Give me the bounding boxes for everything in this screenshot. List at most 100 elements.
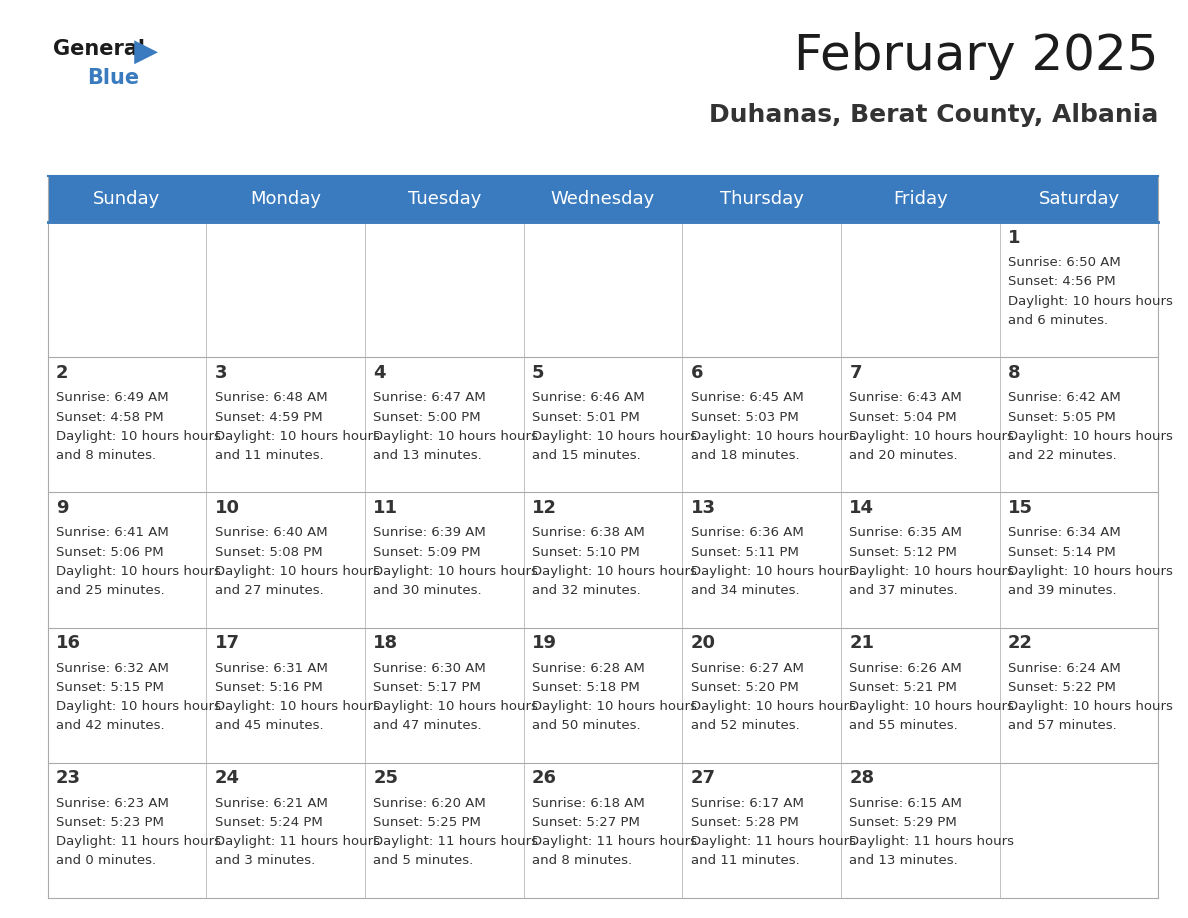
Text: Sunrise: 6:31 AM: Sunrise: 6:31 AM (215, 662, 328, 675)
Text: Sunrise: 6:15 AM: Sunrise: 6:15 AM (849, 797, 962, 810)
Bar (999, 763, 1158, 898)
Text: Sunset: 5:24 PM: Sunset: 5:24 PM (215, 816, 322, 829)
Text: Sunrise: 6:24 AM: Sunrise: 6:24 AM (1007, 662, 1120, 675)
Text: and 8 minutes.: and 8 minutes. (532, 855, 632, 868)
Text: Daylight: 10 hours hours: Daylight: 10 hours hours (1007, 565, 1173, 578)
Text: Daylight: 10 hours hours: Daylight: 10 hours hours (56, 565, 221, 578)
Text: Daylight: 10 hours hours: Daylight: 10 hours hours (373, 430, 538, 442)
Text: and 50 minutes.: and 50 minutes. (532, 720, 640, 733)
Text: Daylight: 10 hours hours: Daylight: 10 hours hours (56, 700, 221, 713)
Text: and 15 minutes.: and 15 minutes. (532, 449, 640, 462)
Bar (999, 222, 1158, 357)
Bar (365, 763, 524, 898)
Text: 13: 13 (690, 498, 715, 517)
Text: Daylight: 10 hours hours: Daylight: 10 hours hours (1007, 700, 1173, 713)
Text: 24: 24 (215, 769, 240, 787)
Text: and 6 minutes.: and 6 minutes. (1007, 314, 1108, 327)
Bar (48, 176, 1158, 222)
Bar (682, 222, 841, 357)
Text: Sunrise: 6:32 AM: Sunrise: 6:32 AM (56, 662, 169, 675)
Bar (841, 763, 999, 898)
Text: 17: 17 (215, 634, 240, 652)
Bar (999, 492, 1158, 628)
Text: Sunset: 5:25 PM: Sunset: 5:25 PM (373, 816, 481, 829)
Text: 5: 5 (532, 364, 544, 382)
Text: Sunrise: 6:48 AM: Sunrise: 6:48 AM (215, 391, 327, 404)
Text: Sunset: 5:23 PM: Sunset: 5:23 PM (56, 816, 164, 829)
Text: Sunset: 5:21 PM: Sunset: 5:21 PM (849, 681, 958, 694)
Text: Sunrise: 6:21 AM: Sunrise: 6:21 AM (215, 797, 328, 810)
Text: 11: 11 (373, 498, 398, 517)
Text: 21: 21 (849, 634, 874, 652)
Bar (365, 357, 524, 492)
Text: and 30 minutes.: and 30 minutes. (373, 584, 482, 598)
Text: Sunrise: 6:36 AM: Sunrise: 6:36 AM (690, 526, 803, 540)
Bar (682, 357, 841, 492)
Bar (365, 222, 524, 357)
Text: and 11 minutes.: and 11 minutes. (690, 855, 800, 868)
Bar (841, 628, 999, 763)
Text: and 39 minutes.: and 39 minutes. (1007, 584, 1117, 598)
Text: Sunrise: 6:49 AM: Sunrise: 6:49 AM (56, 391, 169, 404)
Bar (365, 492, 524, 628)
Bar (682, 763, 841, 898)
Text: 10: 10 (215, 498, 240, 517)
Text: Saturday: Saturday (1038, 190, 1119, 208)
Bar (207, 357, 365, 492)
Text: Sunday: Sunday (93, 190, 160, 208)
Text: Daylight: 10 hours hours: Daylight: 10 hours hours (1007, 430, 1173, 442)
Text: 4: 4 (373, 364, 386, 382)
Text: Sunset: 5:18 PM: Sunset: 5:18 PM (532, 681, 639, 694)
Text: Sunset: 5:22 PM: Sunset: 5:22 PM (1007, 681, 1116, 694)
Text: 6: 6 (690, 364, 703, 382)
Text: Sunset: 5:16 PM: Sunset: 5:16 PM (215, 681, 322, 694)
Text: 23: 23 (56, 769, 81, 787)
Text: 15: 15 (1007, 498, 1032, 517)
Text: 28: 28 (849, 769, 874, 787)
Text: Sunrise: 6:50 AM: Sunrise: 6:50 AM (1007, 256, 1120, 269)
Text: Daylight: 11 hours hours: Daylight: 11 hours hours (532, 835, 697, 848)
Text: Daylight: 11 hours hours: Daylight: 11 hours hours (373, 835, 538, 848)
Text: and 25 minutes.: and 25 minutes. (56, 584, 165, 598)
Bar (48, 222, 207, 357)
Text: Daylight: 10 hours hours: Daylight: 10 hours hours (215, 565, 379, 578)
Text: Thursday: Thursday (720, 190, 803, 208)
Text: Sunrise: 6:42 AM: Sunrise: 6:42 AM (1007, 391, 1120, 404)
Text: Daylight: 10 hours hours: Daylight: 10 hours hours (690, 430, 855, 442)
Text: Daylight: 10 hours hours: Daylight: 10 hours hours (849, 565, 1015, 578)
Text: 26: 26 (532, 769, 557, 787)
Bar (524, 492, 682, 628)
Text: Daylight: 10 hours hours: Daylight: 10 hours hours (690, 565, 855, 578)
Text: 9: 9 (56, 498, 69, 517)
Text: Sunrise: 6:38 AM: Sunrise: 6:38 AM (532, 526, 645, 540)
Text: Daylight: 10 hours hours: Daylight: 10 hours hours (532, 430, 696, 442)
Text: Sunset: 5:12 PM: Sunset: 5:12 PM (849, 545, 958, 559)
Bar (841, 357, 999, 492)
Bar (524, 222, 682, 357)
Text: Daylight: 10 hours hours: Daylight: 10 hours hours (532, 565, 696, 578)
Bar (841, 492, 999, 628)
Text: and 47 minutes.: and 47 minutes. (373, 720, 482, 733)
Text: 3: 3 (215, 364, 227, 382)
Text: and 57 minutes.: and 57 minutes. (1007, 720, 1117, 733)
Text: Daylight: 10 hours hours: Daylight: 10 hours hours (690, 700, 855, 713)
Text: Daylight: 11 hours hours: Daylight: 11 hours hours (56, 835, 221, 848)
Bar (48, 357, 207, 492)
Text: Sunset: 5:15 PM: Sunset: 5:15 PM (56, 681, 164, 694)
Bar (682, 492, 841, 628)
Text: Sunrise: 6:27 AM: Sunrise: 6:27 AM (690, 662, 803, 675)
Bar (207, 222, 365, 357)
Text: Sunrise: 6:23 AM: Sunrise: 6:23 AM (56, 797, 169, 810)
Bar (365, 628, 524, 763)
Text: Daylight: 10 hours hours: Daylight: 10 hours hours (215, 700, 379, 713)
Text: Daylight: 10 hours hours: Daylight: 10 hours hours (1007, 295, 1173, 308)
Text: Monday: Monday (249, 190, 321, 208)
Text: Sunrise: 6:30 AM: Sunrise: 6:30 AM (373, 662, 486, 675)
Bar (207, 763, 365, 898)
Text: and 8 minutes.: and 8 minutes. (56, 449, 156, 462)
Text: General: General (53, 39, 145, 59)
Text: and 37 minutes.: and 37 minutes. (849, 584, 958, 598)
Text: 18: 18 (373, 634, 398, 652)
Text: Sunrise: 6:45 AM: Sunrise: 6:45 AM (690, 391, 803, 404)
Text: Sunrise: 6:34 AM: Sunrise: 6:34 AM (1007, 526, 1120, 540)
